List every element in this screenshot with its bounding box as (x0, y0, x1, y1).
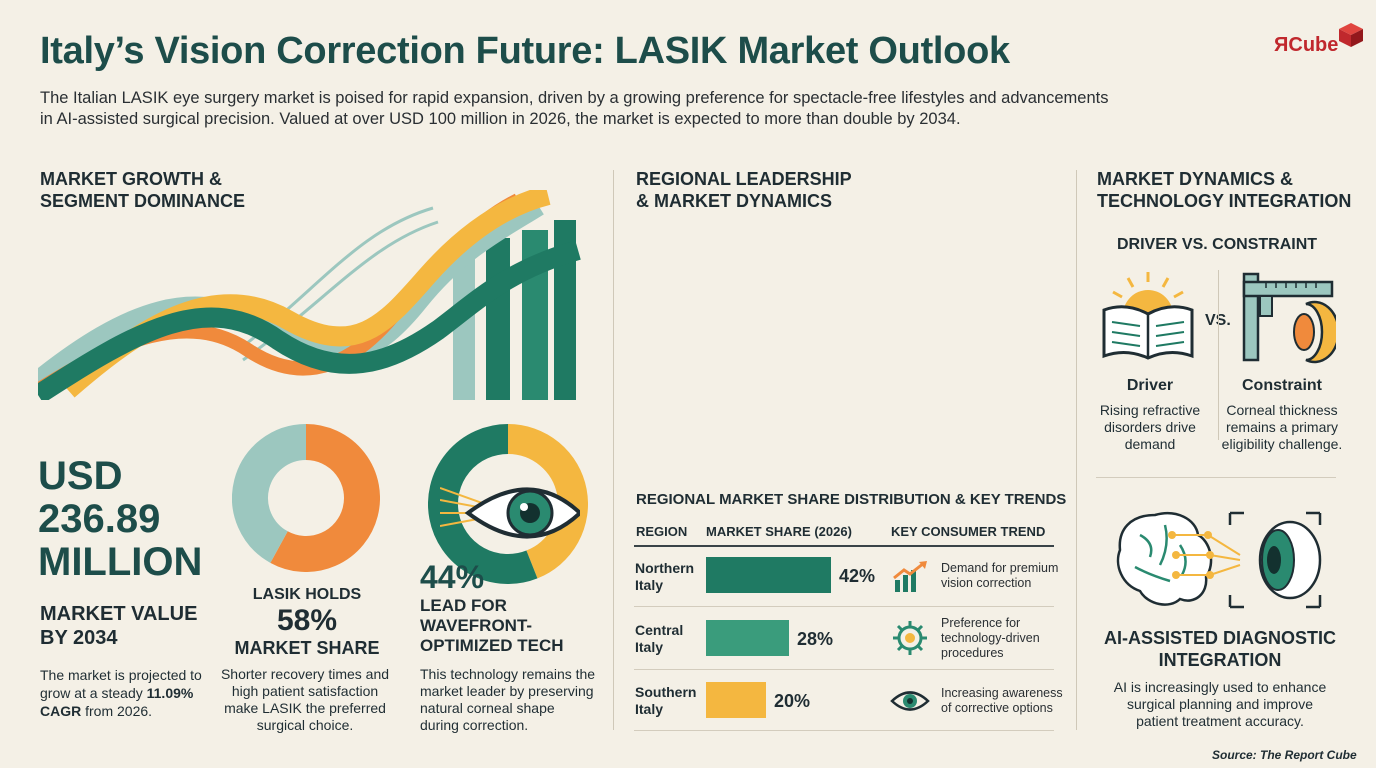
section-heading-dynamics: MARKET DYNAMICS & TECHNOLOGY INTEGRATION (1097, 169, 1352, 211)
eye-icon (890, 691, 930, 711)
trend-northern: Demand for premium vision correction (941, 561, 1059, 590)
driver-title: Driver (1126, 377, 1174, 394)
table-bottom-rule (634, 730, 1054, 731)
donut-slice-other (428, 424, 538, 584)
ai-diagnostic-description: AI is increasingly used to enhance surgi… (1113, 679, 1327, 729)
column-divider-1 (613, 170, 614, 730)
constraint-description: Corneal thickness remains a primary elig… (1221, 402, 1343, 452)
driver-vs-constraint-heading: DRIVER VS. CONSTRAINT (1117, 236, 1318, 253)
lasik-share-description: Shorter recovery times and high patient … (220, 666, 390, 733)
driver-description: Rising refractive disorders drive demand (1099, 402, 1201, 452)
source-note: Source: The Report Cube (1212, 748, 1357, 762)
column-header-region: REGION (636, 524, 688, 539)
section-heading-regional: REGIONAL LEADERSHIP & MARKET DYNAMICS (636, 169, 852, 211)
brain-eye-icon (1116, 511, 1322, 609)
driver-constraint-divider (1218, 270, 1219, 440)
bar-central (706, 620, 789, 656)
trend-southern: Increasing awareness of corrective optio… (941, 686, 1063, 715)
region-southern: Southern Italy (635, 684, 697, 717)
trend-central: Preference for technology-driven procedu… (941, 616, 1040, 660)
row-divider (634, 606, 1054, 607)
open-book-sun-icon (1102, 272, 1194, 360)
brand-logo: ЯCube (1272, 22, 1363, 62)
bar-value-southern: 20% (774, 691, 811, 711)
region-central: Central Italy (635, 622, 684, 655)
wavefront-share-donut (428, 424, 588, 584)
section-heading-growth: MARKET GROWTH & SEGMENT DOMINANCE (40, 169, 246, 211)
eye-icon (440, 487, 580, 539)
bar-value-central: 28% (797, 629, 834, 649)
lasik-share-label: LASIK HOLDS 58% MARKET SHARE (234, 586, 380, 658)
market-value-description: The market is projected to grow at a ste… (40, 667, 202, 719)
vs-label: VS. (1205, 312, 1231, 330)
lasik-share-donut (232, 424, 380, 572)
market-value-2034: USD 236.89 MILLION (38, 454, 203, 584)
column-header-share: MARKET SHARE (2026) (706, 524, 852, 539)
bar-value-northern: 42% (839, 566, 876, 586)
row-divider (634, 669, 1054, 670)
table-header-rule (634, 545, 1054, 547)
intro-line-2: in AI-assisted surgical precision. Value… (40, 110, 961, 128)
regional-table-title: REGIONAL MARKET SHARE DISTRIBUTION & KEY… (636, 491, 1067, 508)
ai-diagnostic-title: AI-ASSISTED DIAGNOSTIC INTEGRATION (1103, 628, 1336, 670)
donut-slice-other (232, 424, 307, 563)
market-value-label: MARKET VALUE BY 2034 (40, 603, 198, 649)
intro-line-1: The Italian LASIK eye surgery market is … (40, 89, 1109, 107)
donut-slice-lasik (270, 424, 380, 572)
region-northern: Northern Italy (635, 560, 695, 593)
donut-slice-wavefront (507, 424, 588, 579)
gear-icon (893, 621, 927, 655)
right-section-rule (1096, 477, 1336, 478)
wavefront-description: This technology remains the market leade… (420, 666, 596, 733)
wavefront-share-label: 44% LEAD FOR WAVEFRONT- OPTIMIZED TECH (420, 559, 564, 655)
column-divider-2 (1076, 170, 1077, 730)
growth-chart-icon (893, 561, 927, 592)
logo-text: ЯCube (1274, 34, 1339, 56)
constraint-title: Constraint (1242, 377, 1322, 394)
bar-northern (706, 557, 831, 593)
growth-wave-illustration (38, 190, 581, 400)
column-header-trend: KEY CONSUMER TREND (891, 524, 1046, 539)
bar-southern (706, 682, 766, 718)
caliper-eye-icon (1242, 272, 1336, 364)
intro-text: The Italian LASIK eye surgery market is … (40, 88, 1140, 130)
cube-icon (1339, 23, 1363, 47)
page-title: Italy’s Vision Correction Future: LASIK … (40, 30, 1010, 72)
